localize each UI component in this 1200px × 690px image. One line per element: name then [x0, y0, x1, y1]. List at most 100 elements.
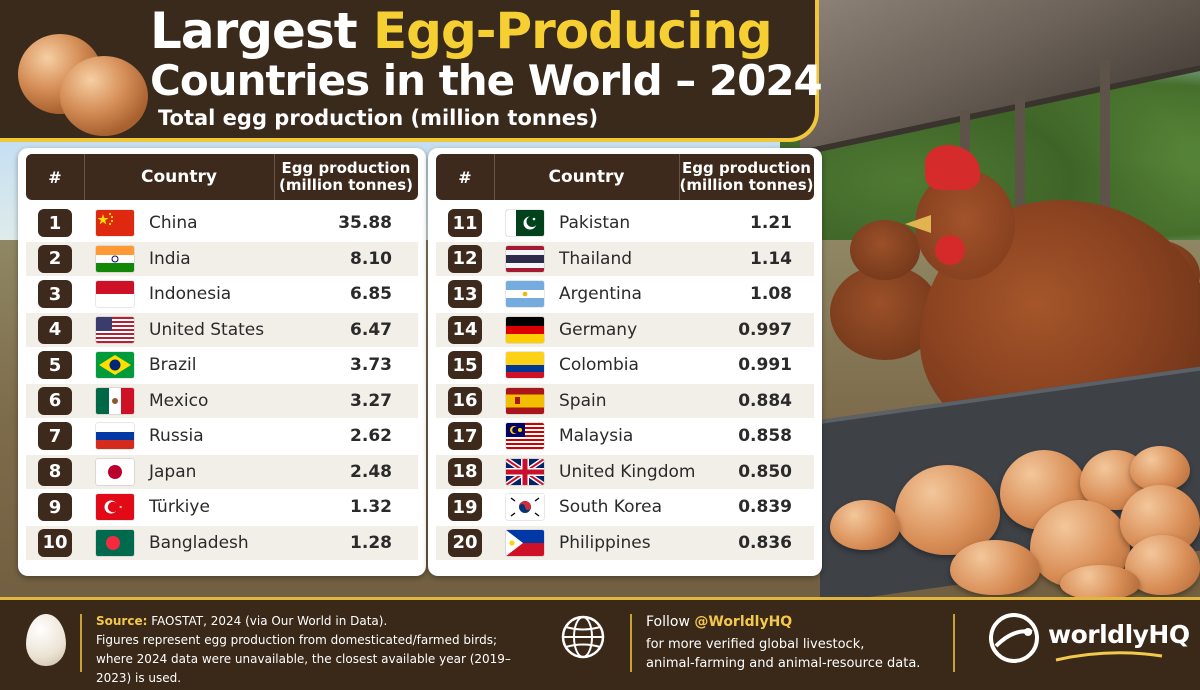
rank-badge: 14: [448, 315, 482, 344]
table-row: 17 Malaysia 0.858: [436, 419, 814, 453]
table-row: 1 China 35.88: [26, 206, 418, 240]
column-header-line: (million tonnes): [278, 176, 414, 194]
globe-icon: [561, 615, 605, 659]
header-banner: Largest Egg-Producing Countries in the W…: [0, 0, 823, 142]
production-value: 0.850: [738, 461, 792, 482]
page-title-line2: Countries in the World – 2024: [150, 56, 823, 105]
country-name: Argentina: [559, 284, 642, 304]
country-column-header: Country: [84, 154, 275, 200]
egg: [950, 540, 1040, 595]
note-line: Figures represent egg production from do…: [96, 633, 498, 647]
colombia-flag-icon: [506, 352, 544, 378]
rank-badge: 8: [38, 457, 72, 486]
worldlyhq-logo-icon: [989, 613, 1039, 663]
production-value: 2.62: [350, 426, 392, 446]
country-name: United Kingdom: [559, 461, 696, 482]
table-row: 2 India 8.10: [26, 241, 418, 276]
thailand-flag-icon: [506, 245, 544, 272]
column-header-line: Egg production: [281, 159, 411, 177]
china-flag-icon: [96, 210, 134, 236]
production-value: 3.73: [350, 355, 392, 375]
table-row: 18 United Kingdom 0.850: [436, 454, 814, 489]
production-value: 0.997: [738, 319, 792, 340]
production-value: 8.10: [350, 248, 392, 269]
hen-wattle: [935, 235, 965, 265]
production-value: 2.48: [350, 461, 392, 482]
production-value: 6.85: [350, 284, 392, 304]
rank-badge: 10: [38, 528, 72, 557]
production-value: 6.47: [350, 319, 392, 340]
country-name: China: [149, 213, 198, 233]
production-value: 35.88: [338, 213, 392, 233]
table-row: 9 Türkiye 1.32: [26, 490, 418, 524]
production-column-header: Egg production (million tonnes): [679, 154, 814, 200]
column-header-line: Egg production: [682, 159, 811, 177]
country-name: Malaysia: [559, 426, 634, 446]
table-row: 13 Argentina 1.08: [436, 277, 814, 311]
brand-logo: worldlyHQ: [1048, 620, 1190, 649]
egg: [1130, 446, 1190, 491]
rank-badge: 4: [38, 315, 72, 344]
rank-column-header: #: [436, 154, 495, 200]
production-value: 1.08: [750, 284, 792, 304]
table-row: 4 United States 6.47: [26, 312, 418, 347]
table-row: 6 Mexico 3.27: [26, 383, 418, 418]
country-name: Thailand: [559, 248, 633, 269]
rank-badge: 5: [38, 351, 72, 379]
philippines-flag-icon: [506, 529, 544, 556]
production-column-header: Egg production (million tonnes): [274, 154, 418, 200]
table-row: 10 Bangladesh 1.28: [26, 525, 418, 560]
table-row: 7 Russia 2.62: [26, 419, 418, 453]
japan-flag-icon: [96, 458, 134, 485]
malaysia-flag-icon: [506, 423, 544, 449]
rank-badge: 16: [448, 386, 482, 415]
country-name: South Korea: [559, 497, 663, 517]
country-name: Brazil: [149, 355, 197, 375]
footer: Source: FAOSTAT, 2024 (via Our World in …: [0, 597, 1200, 690]
source-label: Source:: [96, 614, 148, 628]
rank-column-header: #: [26, 154, 85, 200]
country-name: Pakistan: [559, 213, 631, 233]
source-note: Source: FAOSTAT, 2024 (via Our World in …: [96, 612, 546, 688]
country-name: Bangladesh: [149, 532, 249, 553]
country-name: Türkiye: [149, 497, 210, 517]
title-part: Largest: [150, 2, 374, 60]
follow-description: for more verified global livestock, anim…: [646, 635, 936, 673]
egg-icon: [26, 614, 66, 666]
rank-badge: 15: [448, 351, 482, 379]
rank-badge: 19: [448, 493, 482, 521]
egg: [895, 465, 1000, 555]
table-row: 15 Colombia 0.991: [436, 348, 814, 382]
ranking-table-11-20: # Country Egg production (million tonnes…: [428, 148, 822, 576]
production-value: 0.884: [738, 390, 792, 411]
country-name: India: [149, 248, 191, 269]
hen-comb: [925, 145, 980, 190]
mexico-flag-icon: [96, 387, 134, 414]
table-row: 14 Germany 0.997: [436, 312, 814, 347]
table-row: 5 Brazil 3.73: [26, 348, 418, 382]
barn-post: [1100, 60, 1110, 280]
hen-beak: [905, 215, 931, 233]
column-header-line: (million tonnes): [679, 176, 814, 194]
table-header: # Country Egg production (million tonnes…: [436, 154, 814, 200]
divider: [630, 614, 632, 672]
note-line: where 2024 data were unavailable, the cl…: [96, 652, 511, 685]
country-name: Spain: [559, 390, 607, 411]
bangladesh-flag-icon: [96, 529, 134, 556]
production-value: 0.836: [738, 532, 792, 553]
rank-badge: 6: [38, 386, 72, 415]
eggs-icon: [18, 34, 148, 136]
divider: [953, 614, 955, 672]
follow-handle-link[interactable]: @WorldlyHQ: [694, 614, 793, 630]
divider: [80, 614, 82, 672]
production-value: 0.991: [738, 355, 792, 375]
spain-flag-icon: [506, 387, 544, 414]
follow-line-2: animal-farming and animal-resource data.: [646, 656, 921, 671]
country-name: Colombia: [559, 355, 639, 375]
ranking-table-1-10: # Country Egg production (million tonnes…: [18, 148, 426, 576]
rank-badge: 20: [448, 528, 482, 557]
rank-badge: 9: [38, 493, 72, 521]
rank-badge: 11: [448, 209, 482, 237]
production-value: 3.27: [350, 390, 392, 411]
table-row: 20 Philippines 0.836: [436, 525, 814, 560]
